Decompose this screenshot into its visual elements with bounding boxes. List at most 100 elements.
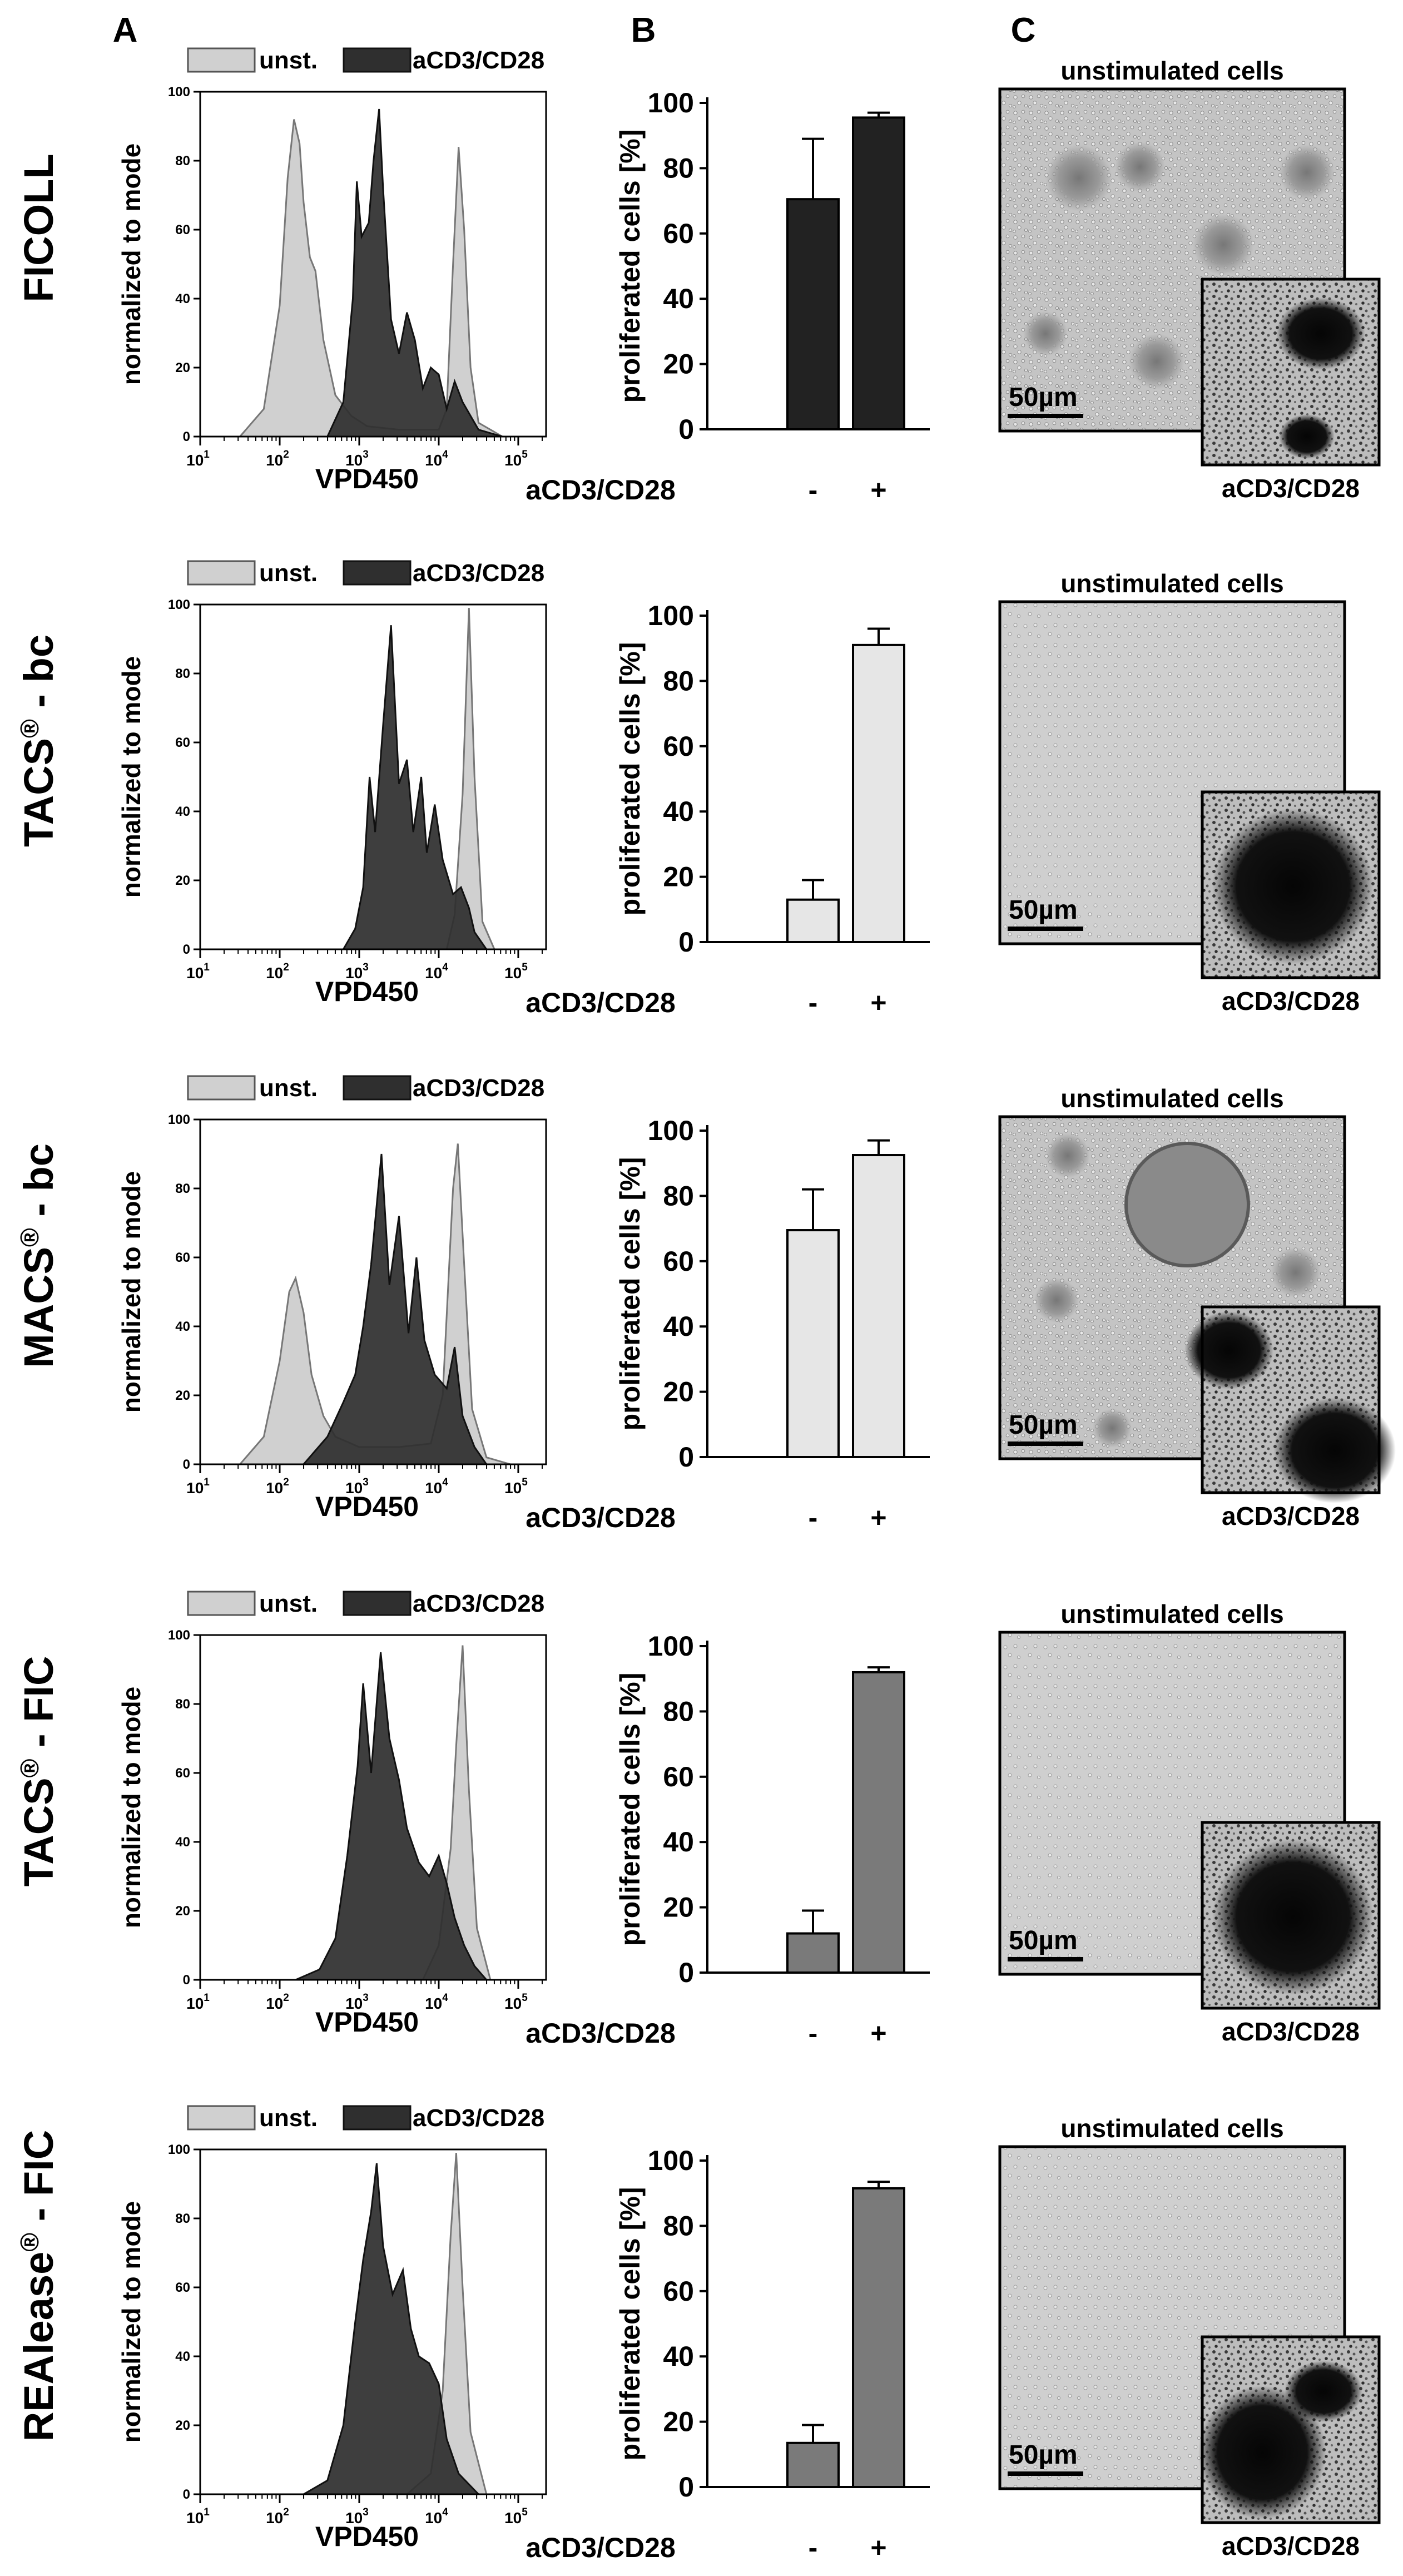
inset-frame bbox=[1201, 2335, 1381, 2524]
x-tick-base: 10 bbox=[425, 964, 442, 982]
x-tick-exp: 4 bbox=[442, 1477, 448, 1488]
bar-unstimulated bbox=[786, 198, 840, 430]
histogram-x-axis-title: VPD450 bbox=[315, 2521, 419, 2552]
x-tick-base: 10 bbox=[504, 1479, 522, 1497]
inset-label: aCD3/CD28 bbox=[1222, 987, 1360, 1015]
bar-category-label: + bbox=[870, 2532, 886, 2563]
bar-category-label: - bbox=[809, 987, 818, 1018]
bar-category-label: - bbox=[809, 474, 818, 506]
x-tick-base: 10 bbox=[504, 964, 522, 982]
inset-frame bbox=[1201, 790, 1381, 979]
row-method-label: MACS® - bc bbox=[15, 1143, 62, 1368]
x-tick-exp: 3 bbox=[363, 1992, 369, 2004]
x-tick-base: 10 bbox=[345, 452, 363, 469]
histogram-legend: unst. aCD3/CD28 bbox=[187, 1590, 544, 1617]
bar-y-tick-label: 20 bbox=[663, 2406, 694, 2438]
y-tick-label: 60 bbox=[175, 1250, 190, 1265]
bar-y-tick-label: 100 bbox=[648, 1115, 694, 1146]
row-method-label: TACS® - bc bbox=[15, 635, 62, 847]
cell-cluster bbox=[1271, 1247, 1321, 1297]
inset-cell-aggregate bbox=[1198, 2386, 1326, 2519]
bar-category-label: - bbox=[809, 1502, 818, 1533]
bar-category-label: + bbox=[870, 2018, 886, 2049]
legend-label-stim: aCD3/CD28 bbox=[413, 1590, 544, 1617]
cell-cluster bbox=[1034, 1278, 1079, 1322]
method-suffix: - FIC bbox=[16, 2130, 62, 2233]
x-tick-exp: 5 bbox=[522, 962, 528, 973]
histogram-x-axis-title: VPD450 bbox=[315, 1491, 419, 1522]
method-suffix: - FIC bbox=[16, 1656, 62, 1759]
x-tick-label: 101 bbox=[186, 1477, 210, 1497]
bar-y-axis-title: proliferated cells [%] bbox=[614, 1673, 646, 1946]
x-tick-label: 103 bbox=[345, 449, 369, 469]
bar-unstimulated bbox=[786, 898, 840, 943]
histogram-legend: unst. aCD3/CD28 bbox=[187, 1074, 544, 1102]
cell-cluster bbox=[1045, 1133, 1090, 1178]
bar-y-tick-label: 100 bbox=[648, 600, 694, 631]
inset-cell-aggregate bbox=[1276, 298, 1365, 370]
micrograph-frame bbox=[998, 1631, 1346, 1976]
x-tick-exp: 3 bbox=[363, 1477, 369, 1488]
bar-category-label: - bbox=[809, 2018, 818, 2049]
x-tick-exp: 1 bbox=[204, 962, 210, 973]
x-tick-label: 104 bbox=[425, 1477, 448, 1497]
y-tick-label: 100 bbox=[168, 1628, 190, 1643]
y-tick-label: 20 bbox=[175, 1904, 190, 1919]
x-tick-base: 10 bbox=[345, 1479, 363, 1497]
x-tick-label: 101 bbox=[186, 449, 210, 469]
y-tick-label: 60 bbox=[175, 735, 190, 750]
x-tick-label: 104 bbox=[425, 1992, 448, 2012]
bar-x-row-label: aCD3/CD28 bbox=[525, 1502, 676, 1533]
histogram-legend: unst. aCD3/CD28 bbox=[187, 559, 544, 587]
y-tick-label: 40 bbox=[175, 2349, 190, 2364]
x-tick-label: 105 bbox=[504, 962, 528, 982]
y-tick-label: 40 bbox=[175, 1319, 190, 1334]
x-tick-label: 103 bbox=[345, 2506, 369, 2527]
x-tick-base: 10 bbox=[266, 452, 283, 469]
histogram-legend: unst. aCD3/CD28 bbox=[187, 47, 544, 74]
x-tick-exp: 1 bbox=[204, 1477, 210, 1488]
cell-cluster bbox=[1093, 1409, 1132, 1448]
x-tick-exp: 4 bbox=[442, 962, 448, 973]
x-tick-exp: 4 bbox=[442, 1992, 448, 2004]
bar-unstimulated bbox=[786, 1932, 840, 1974]
bar-y-tick-label: 0 bbox=[678, 414, 694, 445]
y-tick-label: 80 bbox=[175, 1697, 190, 1712]
micrograph-title: unstimulated cells bbox=[1060, 1084, 1283, 1113]
x-tick-exp: 2 bbox=[283, 1477, 289, 1488]
y-tick-label: 80 bbox=[175, 2211, 190, 2226]
y-tick-label: 100 bbox=[168, 1112, 190, 1127]
bar-y-tick-label: 100 bbox=[648, 87, 694, 118]
x-tick-label: 104 bbox=[425, 962, 448, 982]
x-tick-label: 105 bbox=[504, 1477, 528, 1497]
bar-y-tick-label: 60 bbox=[663, 218, 694, 249]
bar-y-tick-label: 60 bbox=[663, 731, 694, 762]
bar-y-tick-label: 0 bbox=[678, 927, 694, 958]
x-tick-base: 10 bbox=[186, 1995, 204, 2012]
x-tick-base: 10 bbox=[266, 2509, 283, 2527]
legend-swatch-unst bbox=[187, 2105, 256, 2131]
x-tick-label: 103 bbox=[345, 962, 369, 982]
x-tick-exp: 5 bbox=[522, 1992, 528, 2004]
inset-cell-aggregate bbox=[1184, 1311, 1273, 1389]
micrograph-frame bbox=[998, 600, 1346, 945]
x-tick-base: 10 bbox=[425, 1479, 442, 1497]
x-tick-base: 10 bbox=[266, 964, 283, 982]
bar-y-tick-label: 0 bbox=[678, 1441, 694, 1473]
legend-label-stim: aCD3/CD28 bbox=[413, 2104, 544, 2132]
bar-y-axis-title: proliferated cells [%] bbox=[614, 1157, 646, 1431]
y-tick-label: 100 bbox=[168, 597, 190, 612]
histogram-series-stim bbox=[300, 2163, 481, 2495]
y-tick-label: 40 bbox=[175, 804, 190, 819]
row-method-label: FICOLL bbox=[16, 153, 62, 302]
x-tick-exp: 2 bbox=[283, 962, 289, 973]
x-tick-base: 10 bbox=[504, 1995, 522, 2012]
bar-y-axis-title: proliferated cells [%] bbox=[614, 130, 646, 403]
cell-colony bbox=[1124, 1142, 1250, 1267]
bar-stimulated bbox=[852, 643, 905, 943]
bar-y-tick-label: 100 bbox=[648, 1631, 694, 1662]
x-tick-base: 10 bbox=[345, 2509, 363, 2527]
bar-category-label: - bbox=[809, 2532, 818, 2563]
